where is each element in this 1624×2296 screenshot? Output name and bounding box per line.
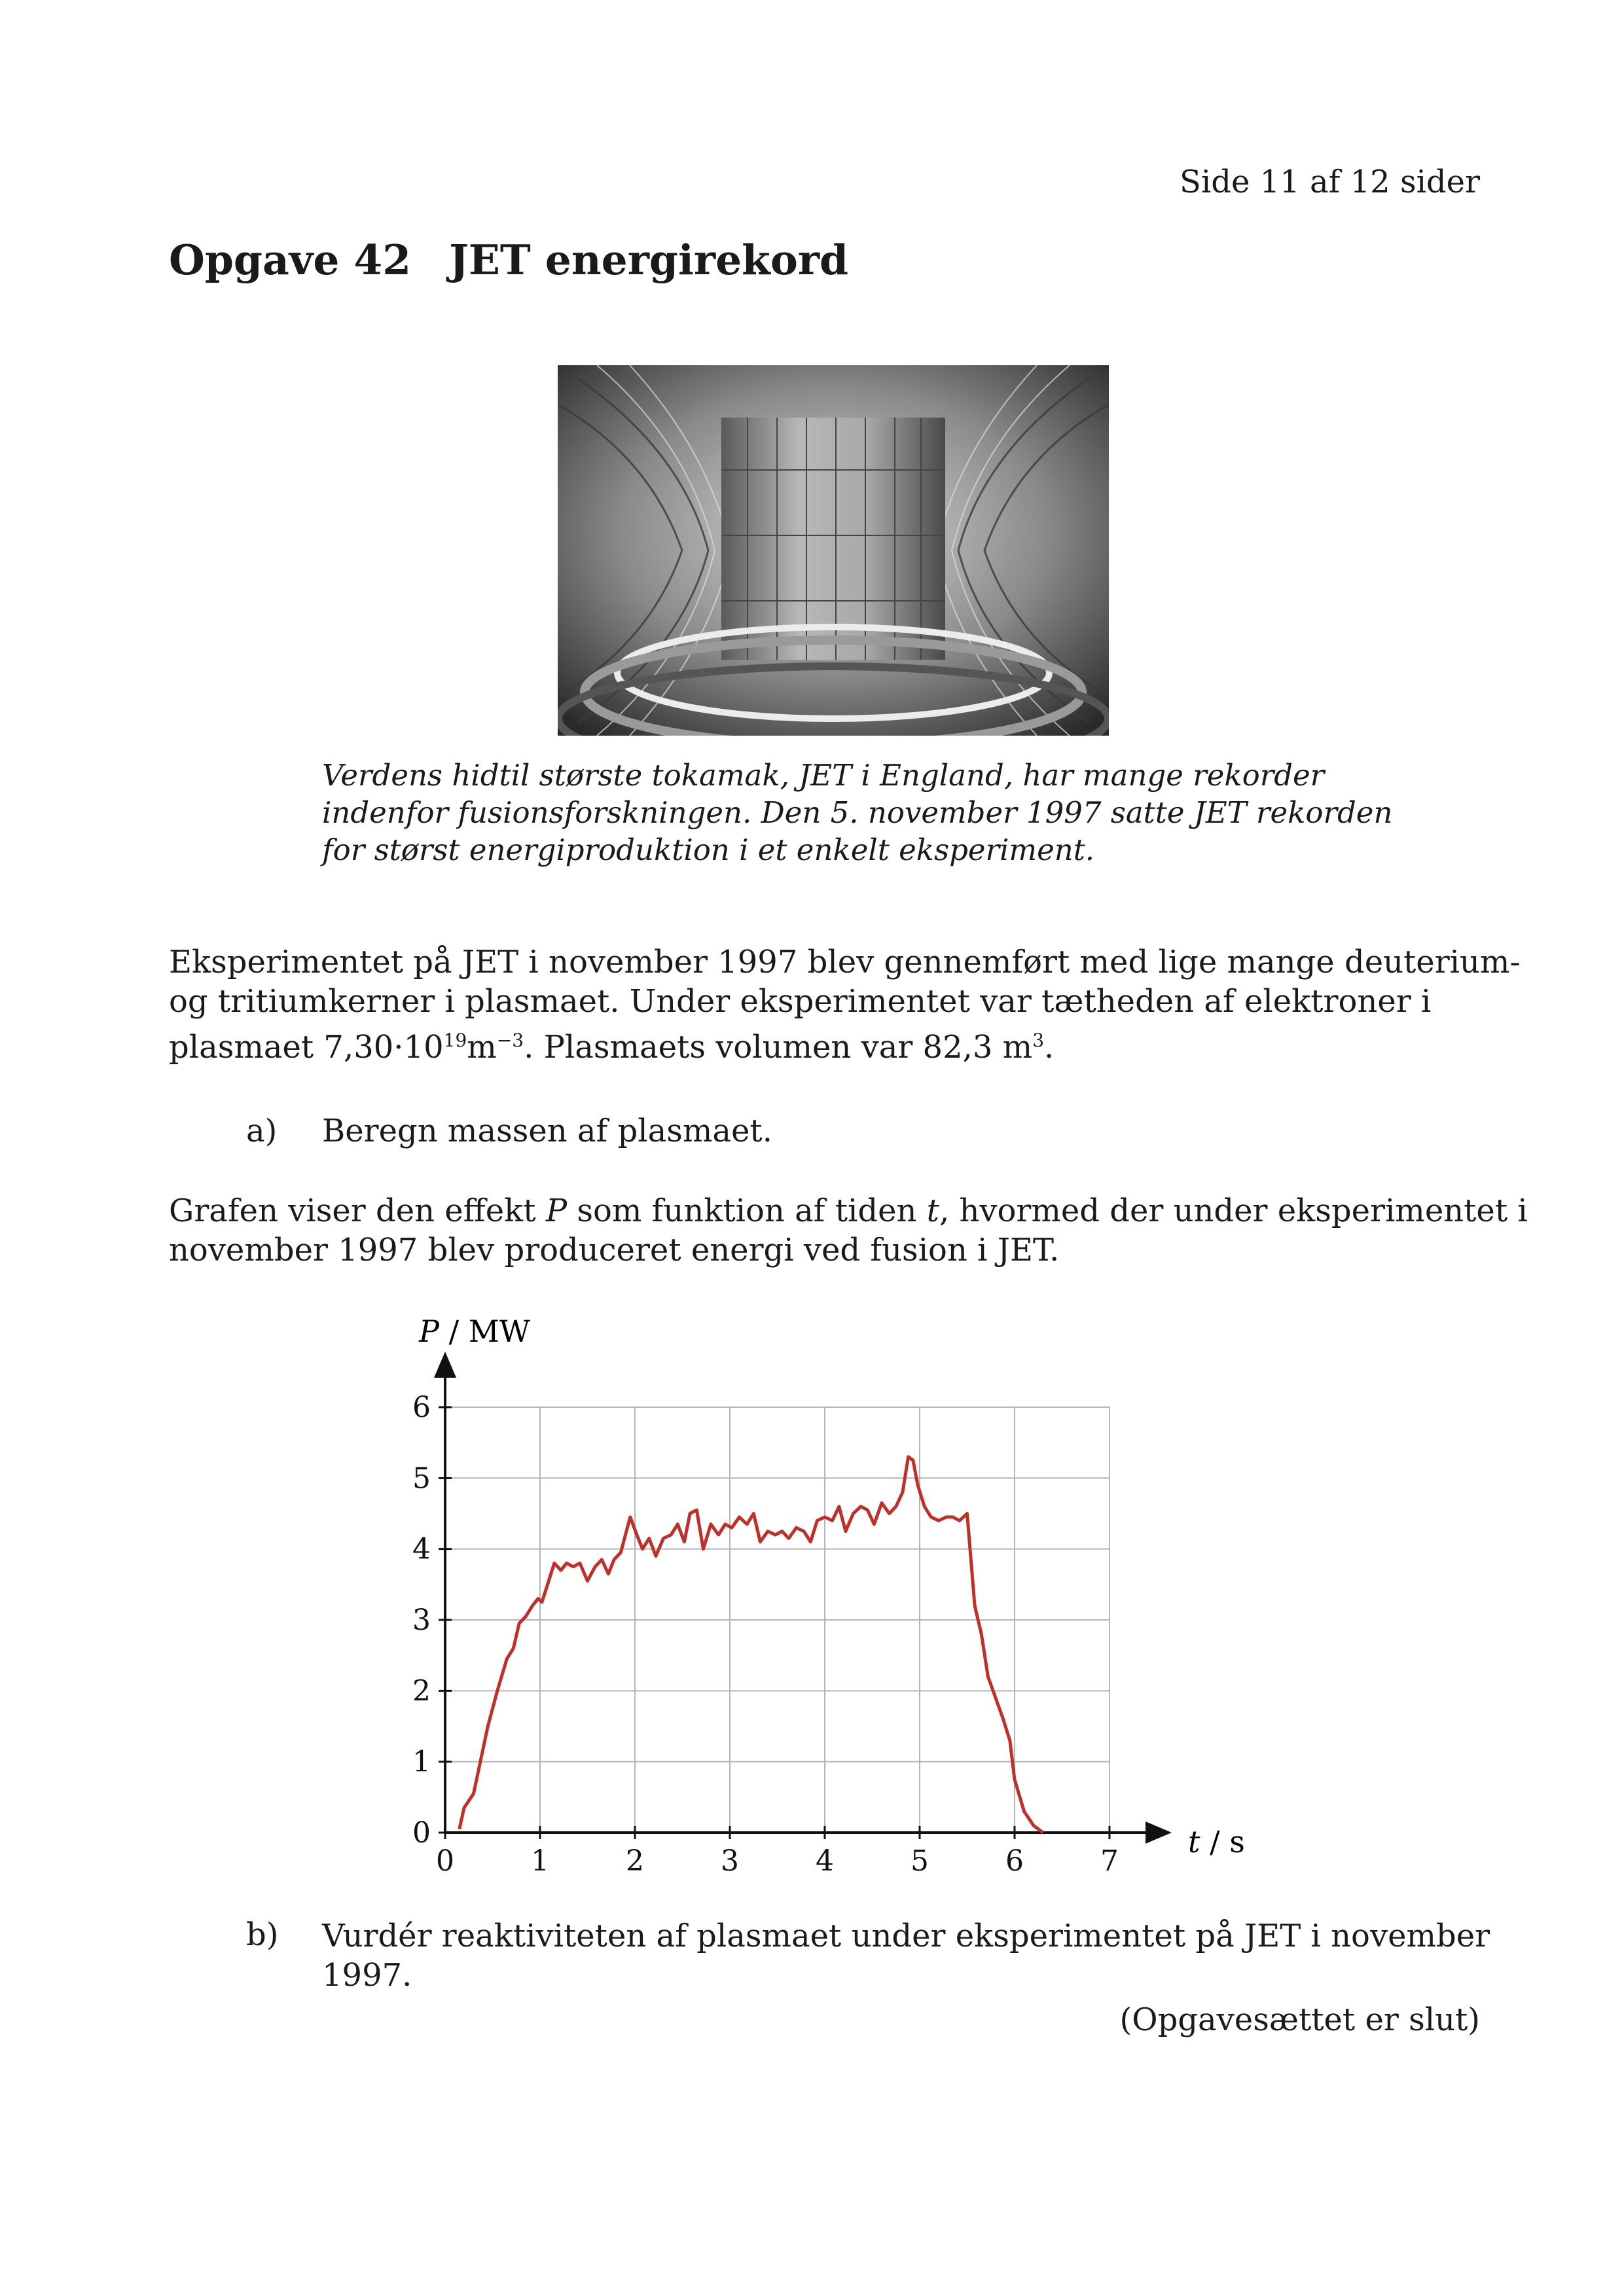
graph-text: som funktion af tiden [567, 1193, 927, 1229]
density-unit-exponent: −3 [496, 1030, 524, 1051]
symbol-t: t [926, 1193, 939, 1229]
y-tick-label: 5 [412, 1462, 431, 1495]
x-tick-label: 7 [1100, 1844, 1119, 1878]
intro-text: . [1044, 1029, 1055, 1066]
x-tick-label: 6 [1005, 1844, 1024, 1878]
x-tick-label: 4 [816, 1844, 834, 1878]
density-base: 10 [403, 1029, 444, 1066]
y-tick-label: 4 [412, 1533, 431, 1566]
density-exponent: 19 [443, 1030, 467, 1051]
y-tick-label: 2 [412, 1674, 431, 1708]
intro-line: Eksperimentet på JET i november 1997 ble… [169, 944, 1521, 980]
symbol-p: P [545, 1193, 568, 1229]
question-a-text: Beregn massen af plasmaet. [322, 1113, 772, 1149]
x-axis-arrow-icon [1146, 1821, 1172, 1844]
chart-axes [434, 1352, 1172, 1844]
y-tick-label: 0 [412, 1816, 431, 1850]
intro-paragraph: Eksperimentet på JET i november 1997 ble… [169, 942, 1521, 1067]
volume-number: 82,3 m [922, 1029, 1033, 1066]
caption-line: indenfor fusionsforskningen. Den 5. nove… [322, 795, 1393, 830]
x-tick-label: 2 [626, 1844, 644, 1878]
y-tick-label: 6 [412, 1391, 431, 1424]
intro-line-density: plasmaet 7,30·1019m−3. Plasmaets volumen… [169, 1021, 1471, 1067]
tokamak-illustration [558, 365, 1109, 736]
question-a-label: a) [246, 1113, 278, 1149]
x-tick-label: 3 [721, 1844, 739, 1878]
question-b-label: b) [246, 1916, 279, 1953]
y-tick-label: 3 [412, 1604, 431, 1637]
page-title: Opgave 42 JET energirekord [169, 236, 848, 284]
graph-description: Grafen viser den effekt P som funktion a… [169, 1191, 1528, 1270]
task-number: Opgave 42 [169, 236, 412, 284]
question-b-text: Vurdér reaktiviteten af plasmaet under e… [322, 1916, 1490, 1995]
power-time-chart: 0 1 2 3 4 5 6 7 0 1 2 3 4 5 6 P / MW t / s [367, 1299, 1335, 1891]
question-b-line: 1997. [322, 1957, 412, 1994]
density-value: 7,30·1019m−3 [323, 1029, 524, 1066]
question-b-line: Vurdér reaktiviteten af plasmaet under e… [322, 1918, 1490, 1954]
density-mantissa: 7,30 [323, 1029, 394, 1066]
page-number: Side 11 af 12 sider [1180, 164, 1480, 200]
y-axis-label: P / MW [418, 1314, 531, 1349]
intro-line: og tritiumkerner i plasmaet. Under ekspe… [169, 983, 1432, 1020]
power-series-line [458, 1455, 1044, 1835]
graph-description-line: november 1997 blev produceret energi ved… [169, 1232, 1060, 1268]
volume-value: 82,3 m3 [923, 1029, 1044, 1066]
volume-exponent: 3 [1032, 1030, 1045, 1051]
graph-text: Grafen viser den effekt [169, 1193, 546, 1229]
graph-text: , hvormed der under eksperimentet i [939, 1193, 1528, 1229]
x-tick-label: 0 [436, 1844, 454, 1878]
x-tick-label: 1 [531, 1844, 549, 1878]
y-axis-arrow-icon [434, 1352, 456, 1378]
x-tick-label: 5 [911, 1844, 929, 1878]
graph-description-line: Grafen viser den effekt P som funktion a… [169, 1191, 1528, 1230]
caption-line: for størst energiproduktion i et enkelt … [322, 833, 1095, 867]
caption-line: Verdens hidtil største tokamak, JET i En… [322, 758, 1325, 793]
end-note: (Opgavesættet er slut) [1119, 2001, 1480, 2038]
chart-svg: 0 1 2 3 4 5 6 7 0 1 2 3 4 5 6 P / MW t / s [412, 1314, 1245, 1878]
intro-text: . Plasmaets volumen var [524, 1029, 923, 1066]
chart-ticks: 0 1 2 3 4 5 6 7 0 1 2 3 4 5 6 [412, 1391, 1119, 1878]
x-axis-label: t / s [1188, 1824, 1245, 1859]
intro-text: plasmaet [169, 1029, 324, 1066]
y-tick-label: 1 [412, 1746, 431, 1779]
task-title: JET energirekord [449, 236, 849, 284]
density-unit: m [467, 1029, 497, 1066]
tokamak-interior-photo [558, 365, 1109, 736]
photo-caption: Verdens hidtil største tokamak, JET i En… [322, 757, 1393, 869]
chart-grid [445, 1407, 1110, 1833]
